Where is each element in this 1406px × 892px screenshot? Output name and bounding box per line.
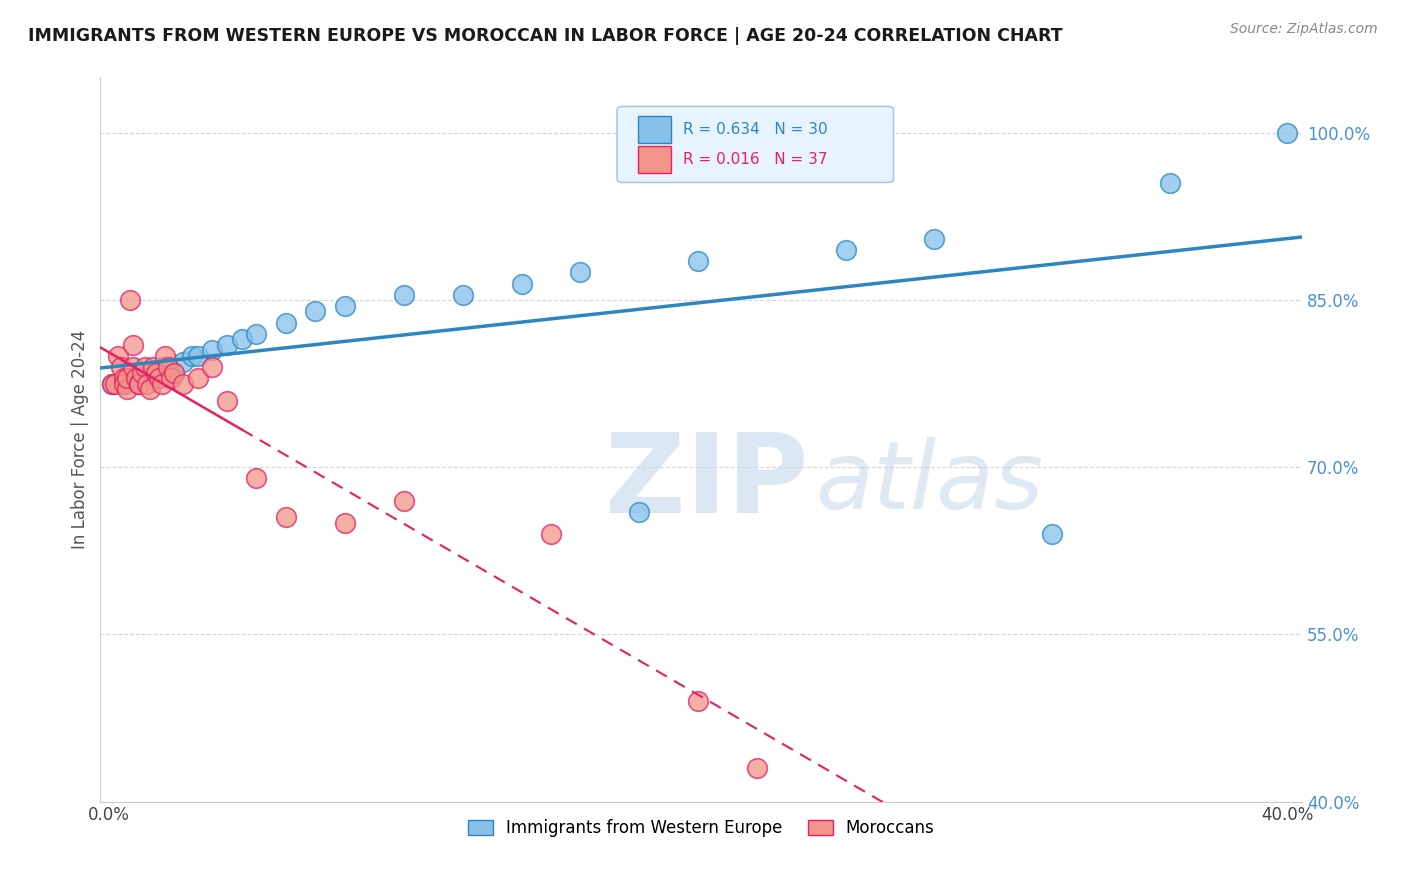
Point <box>187 349 209 363</box>
Point <box>139 383 162 397</box>
Point <box>134 366 156 380</box>
Point <box>333 299 356 313</box>
Point <box>201 343 224 358</box>
Point <box>125 371 148 385</box>
Point <box>145 366 167 380</box>
Point <box>628 505 651 519</box>
Point <box>148 371 170 385</box>
Point <box>157 360 180 375</box>
Point <box>172 376 194 391</box>
Point <box>274 316 297 330</box>
Point <box>333 516 356 530</box>
Point <box>104 376 127 391</box>
Text: R = 0.016   N = 37: R = 0.016 N = 37 <box>683 152 828 167</box>
Legend: Immigrants from Western Europe, Moroccans: Immigrants from Western Europe, Moroccan… <box>461 813 941 844</box>
Point <box>1277 126 1299 140</box>
Point <box>110 360 132 375</box>
Text: R = 0.634   N = 30: R = 0.634 N = 30 <box>683 122 828 136</box>
Point <box>688 694 710 708</box>
Point <box>136 376 159 391</box>
Point <box>142 360 165 375</box>
Point <box>201 360 224 375</box>
Point <box>1159 176 1181 190</box>
Point <box>231 332 253 346</box>
Point <box>187 371 209 385</box>
Point <box>150 376 173 391</box>
Point <box>834 243 856 257</box>
Point <box>131 366 153 380</box>
Point <box>134 360 156 375</box>
Point <box>163 366 186 380</box>
Point <box>510 277 533 291</box>
Y-axis label: In Labor Force | Age 20-24: In Labor Force | Age 20-24 <box>72 330 89 549</box>
Point <box>115 383 138 397</box>
Point <box>112 376 135 391</box>
Point <box>157 360 180 375</box>
FancyBboxPatch shape <box>637 145 671 173</box>
Point <box>451 287 474 301</box>
Point <box>112 371 135 385</box>
Point <box>107 349 129 363</box>
Point <box>160 371 183 385</box>
Point <box>150 360 173 375</box>
Point <box>163 366 186 380</box>
Point <box>392 493 415 508</box>
Point <box>118 293 141 308</box>
Point <box>215 393 238 408</box>
Text: atlas: atlas <box>815 437 1043 528</box>
Text: Source: ZipAtlas.com: Source: ZipAtlas.com <box>1230 22 1378 37</box>
Point <box>128 376 150 391</box>
Text: IMMIGRANTS FROM WESTERN EUROPE VS MOROCCAN IN LABOR FORCE | AGE 20-24 CORRELATIO: IMMIGRANTS FROM WESTERN EUROPE VS MOROCC… <box>28 27 1063 45</box>
Point <box>142 366 165 380</box>
Point <box>121 338 143 352</box>
Point <box>101 376 124 391</box>
Point <box>215 338 238 352</box>
Point <box>569 265 592 279</box>
Point <box>128 376 150 391</box>
Point <box>747 761 769 775</box>
Point <box>1040 527 1063 541</box>
FancyBboxPatch shape <box>617 106 893 183</box>
Point <box>128 376 150 391</box>
Text: ZIP: ZIP <box>605 429 808 536</box>
Point <box>172 354 194 368</box>
Point <box>304 304 326 318</box>
Point <box>922 232 945 246</box>
Point <box>121 371 143 385</box>
Point <box>101 376 124 391</box>
Point <box>112 376 135 391</box>
Point <box>121 360 143 375</box>
Point <box>115 371 138 385</box>
FancyBboxPatch shape <box>637 116 671 143</box>
Point <box>245 326 267 341</box>
Point <box>540 527 562 541</box>
Point <box>245 471 267 485</box>
Point <box>688 254 710 268</box>
Point <box>180 349 202 363</box>
Point <box>274 510 297 524</box>
Point <box>153 349 176 363</box>
Point <box>392 287 415 301</box>
